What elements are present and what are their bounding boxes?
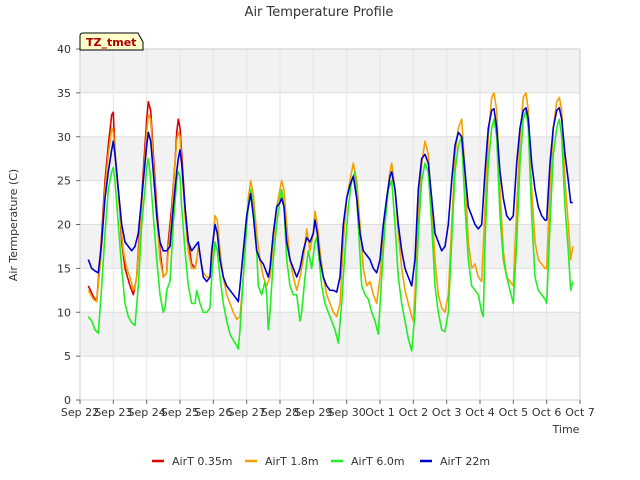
x-tick-label: Oct 6 [532,406,562,419]
background-band [80,356,580,400]
x-tick-label: Oct 2 [399,406,429,419]
x-tick-label: Oct 1 [365,406,395,419]
background-band [80,312,580,357]
legend-label: AirT 22m [440,455,490,468]
x-tick-label: Oct 5 [499,406,529,419]
background-band [80,224,580,269]
y-tick-label: 10 [57,306,71,319]
x-tick-label: Oct 3 [432,406,462,419]
y-tick-label: 30 [57,131,71,144]
x-tick-label: Sep 30 [328,406,366,419]
x-tick-label: Sep 28 [261,406,299,419]
x-tick-label: Sep 23 [94,406,132,419]
x-axis-label: Time [552,423,580,436]
legend-item: AirT 0.35m [152,455,233,468]
x-tick-label: Sep 29 [294,406,332,419]
series-layer [87,92,574,352]
background-bands [80,49,580,400]
legend-label: AirT 1.8m [265,455,319,468]
legend: AirT 0.35m AirT 1.8m AirT 6.0m AirT 22m [152,455,490,468]
legend-item: AirT 22m [420,455,490,468]
y-tick-label: 20 [57,219,71,232]
y-tick-label: 15 [57,262,71,275]
x-tick-label: Sep 27 [228,406,266,419]
background-band [80,49,580,93]
x-tick-label: Oct 4 [465,406,495,419]
background-band [80,180,580,225]
series-line-airt-22m [87,107,573,303]
background-band [80,92,580,137]
y-axis-ticks: 0 5 10 15 20 25 30 35 40 [57,43,80,407]
x-tick-label: Sep 26 [194,406,232,419]
y-tick-label: 35 [57,87,71,100]
x-tick-label: Sep 22 [61,406,99,419]
legend-label: AirT 6.0m [351,455,405,468]
chart-title: Air Temperature Profile [245,5,394,20]
x-tick-label: Oct 7 [565,406,595,419]
legend-item: AirT 6.0m [331,455,405,468]
legend-label: AirT 0.35m [172,455,233,468]
series-line-airt-6-0m [87,109,574,352]
y-tick-label: 40 [57,43,71,56]
x-tick-label: Sep 25 [161,406,199,419]
station-badge: TZ_tmet [79,32,144,51]
y-tick-label: 5 [64,350,71,363]
x-tick-label: Sep 24 [128,406,166,419]
y-tick-label: 0 [64,394,71,407]
y-axis-label: Air Termperature (C) [7,169,20,281]
station-badge-label: TZ_tmet [86,36,136,49]
legend-item: AirT 1.8m [245,455,319,468]
series-line-airt-0-35m [87,100,198,303]
series-line-airt-1-8m [87,92,574,322]
y-tick-label: 25 [57,175,71,188]
